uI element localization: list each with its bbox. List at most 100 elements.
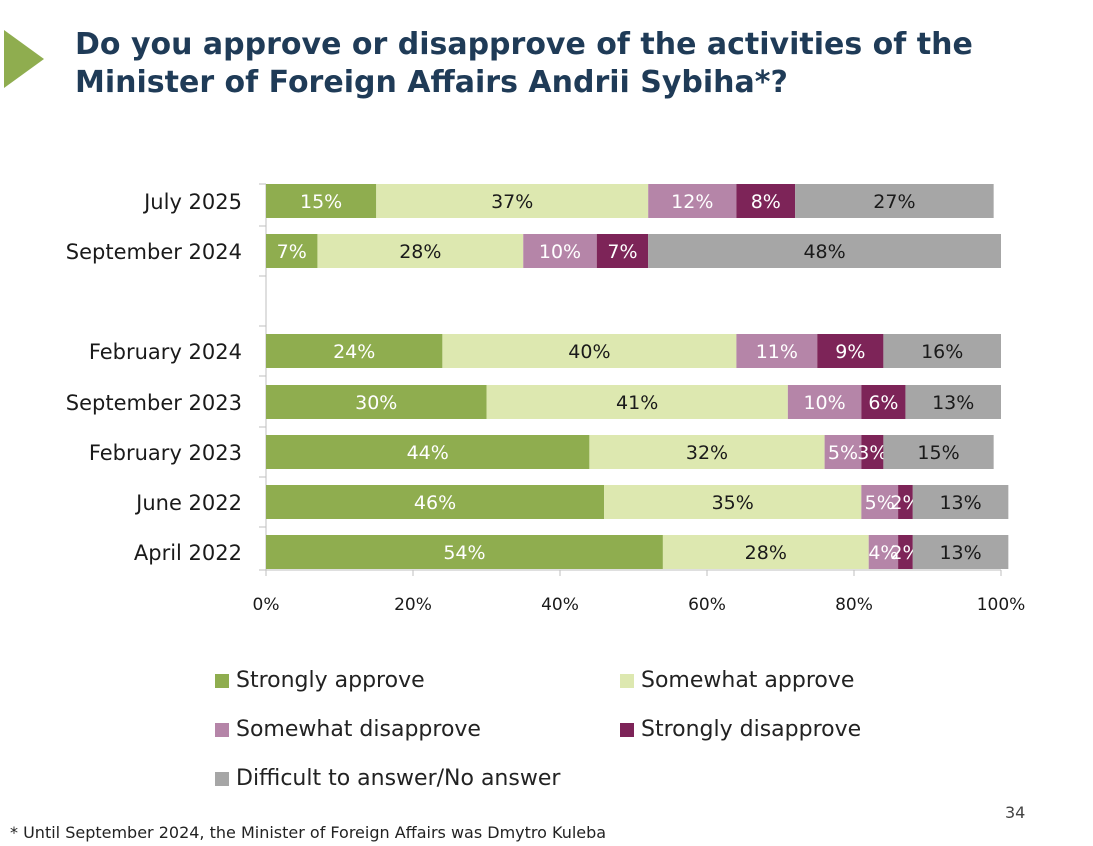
footnote: * Until September 2024, the Minister of … [10, 823, 607, 842]
data-label: 44% [407, 442, 449, 464]
legend-swatch [215, 673, 229, 688]
data-label: 11% [756, 341, 798, 363]
category-label: July 2025 [142, 190, 242, 214]
data-label: 6% [868, 392, 898, 414]
chart-title: Do you approve or disapprove of the acti… [75, 27, 973, 100]
logo-arrow-icon [4, 30, 44, 88]
data-label: 24% [333, 341, 375, 363]
x-tick-label: 0% [253, 595, 280, 615]
data-label: 16% [921, 341, 963, 363]
bar-segment-somewhat-disapprove [824, 435, 862, 469]
data-label: 3% [857, 442, 887, 464]
data-label: 37% [491, 191, 533, 213]
legend-swatch [215, 771, 229, 786]
bar-segment-somewhat-approve [486, 385, 788, 419]
data-label: 5% [865, 492, 895, 514]
bar-segment-somewhat-disapprove [523, 234, 597, 268]
data-label: 4% [868, 542, 898, 564]
bar-segment-somewhat-approve [662, 535, 869, 569]
bar-segment-somewhat-approve [376, 184, 649, 218]
x-tick-label: 40% [541, 595, 579, 615]
bar-segment-strongly-disapprove [898, 485, 913, 519]
data-label: 30% [355, 392, 397, 414]
bar-segment-somewhat-approve [317, 234, 524, 268]
bar-segment-strongly-approve [266, 184, 377, 218]
data-label: 54% [443, 542, 485, 564]
bar-segment-difficult-to-answer-no-answer [912, 535, 1009, 569]
category-label: February 2023 [89, 441, 242, 465]
legend-label: Difficult to answer/No answer [236, 766, 561, 791]
bar-segment-strongly-disapprove [596, 234, 649, 268]
data-label: 5% [828, 442, 858, 464]
data-label: 40% [568, 341, 610, 363]
data-label: 15% [917, 442, 959, 464]
bar-segment-strongly-disapprove [861, 385, 906, 419]
bar-segment-difficult-to-answer-no-answer [905, 385, 1001, 419]
data-label: 28% [745, 542, 787, 564]
data-label: 7% [277, 241, 307, 263]
x-tick-label: 80% [835, 595, 873, 615]
data-label: 10% [803, 392, 845, 414]
bar-segment-strongly-disapprove [861, 435, 884, 469]
bar-segment-somewhat-disapprove [736, 334, 818, 368]
legend-item-strongly-disapprove: Strongly disapprove [620, 717, 861, 742]
data-label: 7% [607, 241, 637, 263]
data-label: 13% [932, 392, 974, 414]
category-label: June 2022 [134, 491, 242, 515]
bar-segment-strongly-approve [266, 485, 605, 519]
data-label: 13% [939, 492, 981, 514]
bar-segment-difficult-to-answer-no-answer [648, 234, 1001, 268]
bar-segment-somewhat-disapprove [648, 184, 737, 218]
data-label: 8% [751, 191, 781, 213]
bar-segment-strongly-disapprove [898, 535, 913, 569]
legend-swatch [620, 673, 634, 688]
category-label: April 2022 [134, 541, 242, 565]
bar-segment-strongly-disapprove [817, 334, 884, 368]
data-label: 9% [835, 341, 865, 363]
bar-segment-somewhat-approve [442, 334, 737, 368]
data-label: 35% [712, 492, 754, 514]
data-label: 10% [539, 241, 581, 263]
data-label: 27% [873, 191, 915, 213]
stacked-bar-chart: 0% 20% 40% 60% 80% 100% July 2025 15% 37% 12% 8% 27… [66, 183, 1026, 615]
data-label: 15% [300, 191, 342, 213]
bar-segment-difficult-to-answer-no-answer [883, 435, 994, 469]
page-number: 34 [1005, 803, 1026, 822]
bar-segment-somewhat-disapprove [787, 385, 862, 419]
legend-label: Somewhat approve [641, 668, 855, 693]
legend-label: Somewhat disapprove [236, 717, 481, 742]
bar-segment-strongly-approve [266, 334, 443, 368]
bar-segment-strongly-approve [266, 535, 663, 569]
data-label: 28% [399, 241, 441, 263]
bar-segment-somewhat-approve [589, 435, 825, 469]
data-label: 12% [671, 191, 713, 213]
data-label: 41% [616, 392, 658, 414]
data-label: 32% [686, 442, 728, 464]
legend-item-somewhat-approve: Somewhat approve [620, 668, 854, 693]
bar-segment-strongly-disapprove [736, 184, 796, 218]
bar-segment-strongly-approve [266, 234, 318, 268]
bar-segment-strongly-approve [266, 385, 487, 419]
bar-segment-somewhat-disapprove [861, 485, 899, 519]
bar-segment-difficult-to-answer-no-answer [795, 184, 994, 218]
legend-item-difficult-to-answer-no-answer: Difficult to answer/No answer [215, 766, 560, 791]
data-label: 46% [414, 492, 456, 514]
bar-segment-somewhat-disapprove [868, 535, 899, 569]
data-label: 13% [939, 542, 981, 564]
legend-item-strongly-approve: Strongly approve [215, 668, 425, 693]
legend-swatch [620, 722, 634, 737]
x-tick-label: 100% [977, 595, 1026, 615]
x-tick-label: 60% [688, 595, 726, 615]
bar-segment-somewhat-approve [604, 485, 862, 519]
data-label: 48% [803, 241, 845, 263]
x-tick-label: 20% [394, 595, 432, 615]
bar-segment-strongly-approve [266, 435, 590, 469]
category-label: September 2023 [66, 391, 242, 415]
legend-label: Strongly approve [236, 668, 425, 693]
category-label: February 2024 [89, 340, 242, 364]
category-label: September 2024 [66, 240, 242, 264]
legend-item-somewhat-disapprove: Somewhat disapprove [215, 717, 481, 742]
legend-label: Strongly disapprove [641, 717, 862, 742]
bar-segment-difficult-to-answer-no-answer [883, 334, 1001, 368]
legend-swatch [215, 722, 229, 737]
